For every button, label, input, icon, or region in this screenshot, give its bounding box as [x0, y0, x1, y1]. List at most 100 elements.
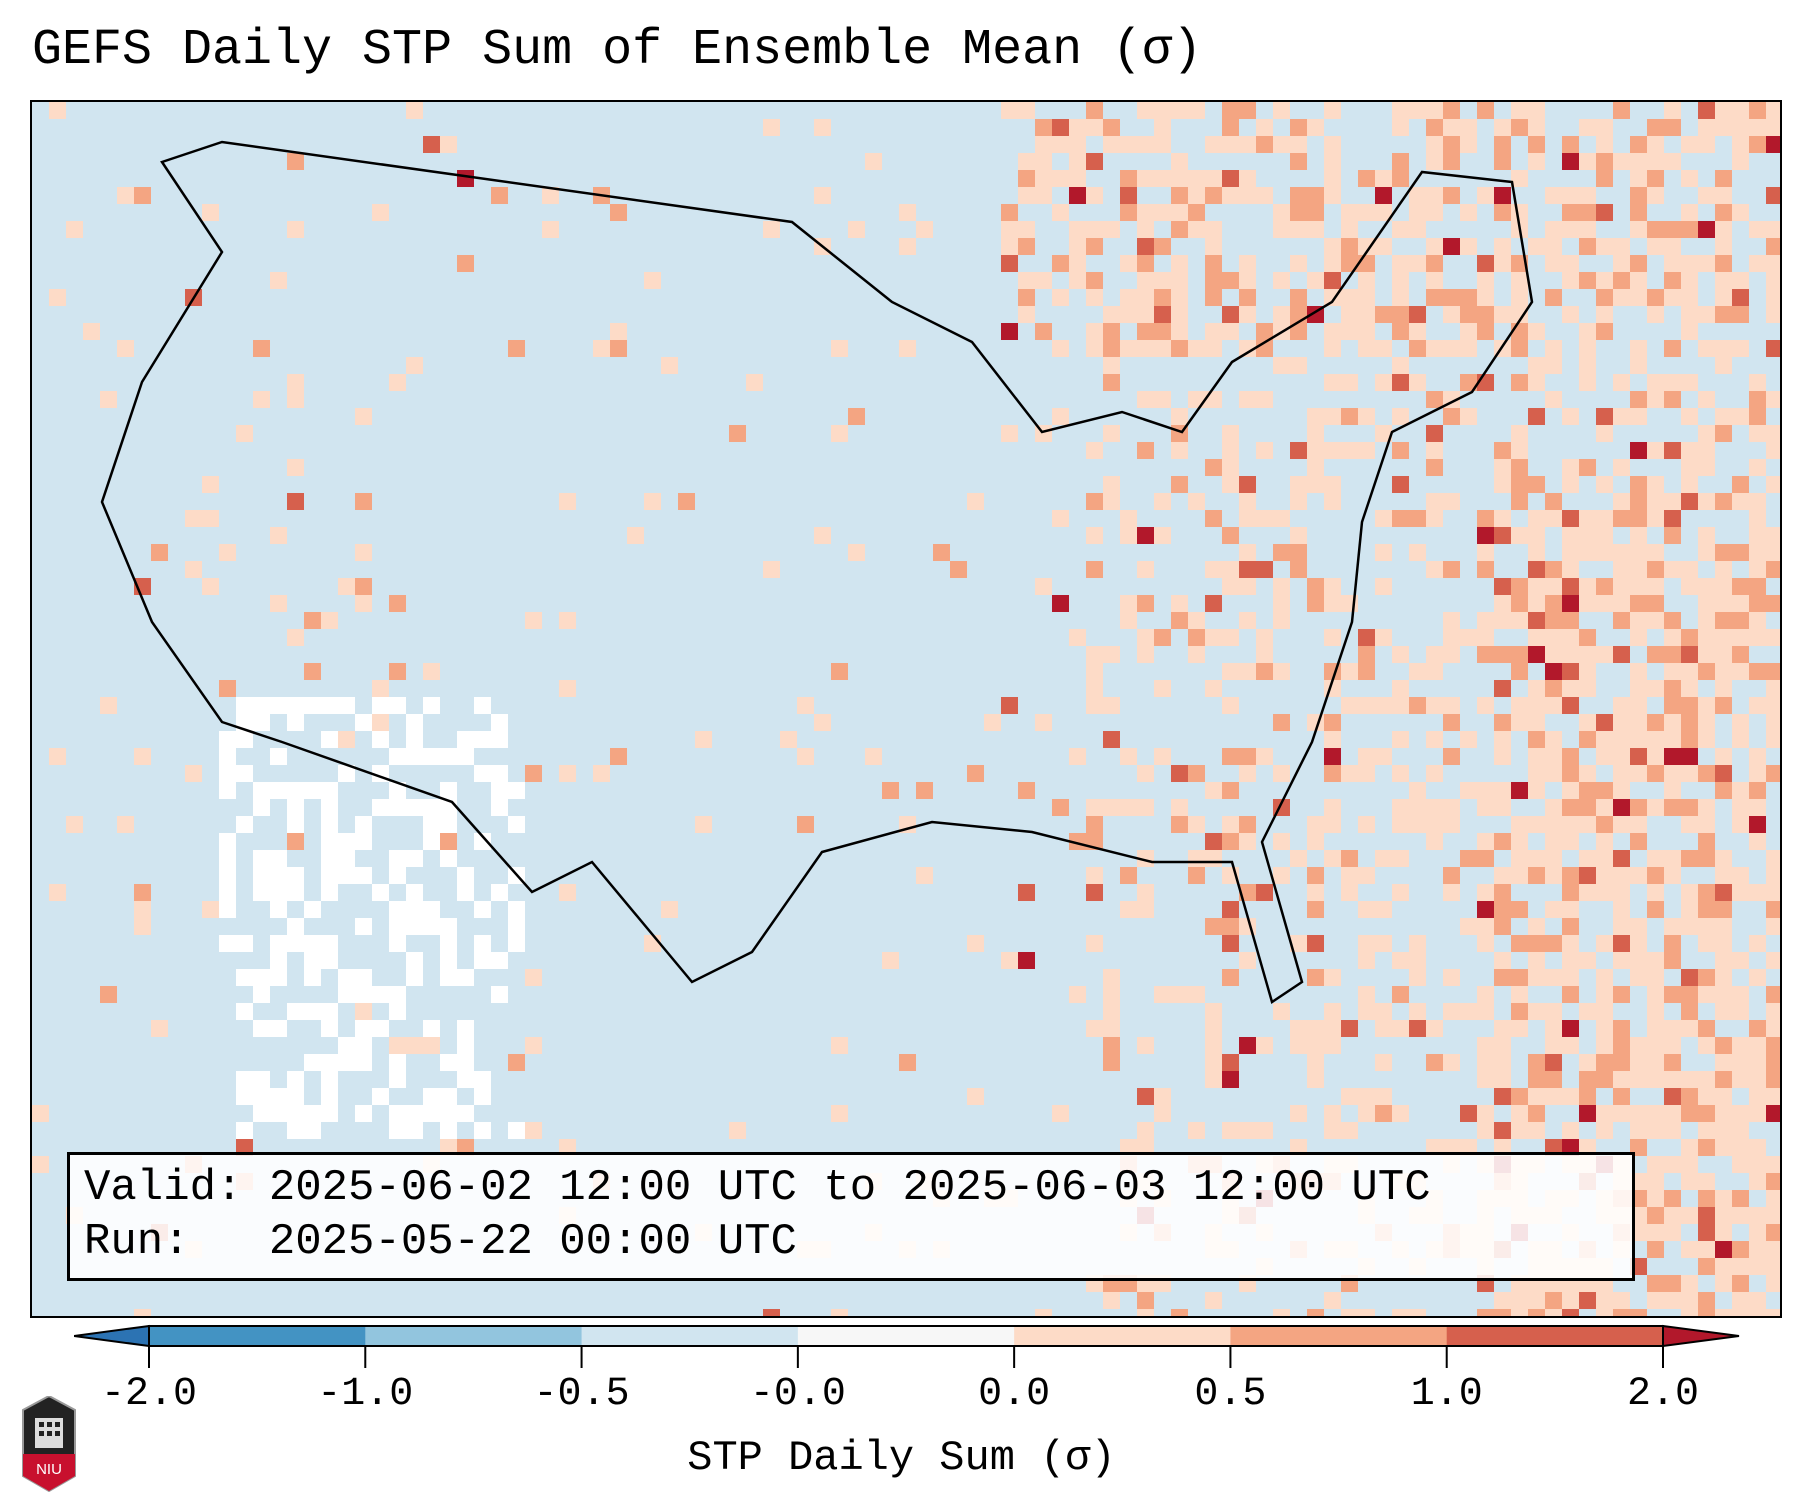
grid-cell: [1392, 119, 1409, 136]
grid-cell: [474, 935, 491, 952]
grid-cell: [49, 884, 66, 901]
grid-cell: [1511, 663, 1528, 680]
grid-cell: [1630, 935, 1647, 952]
grid-cell: [1749, 493, 1766, 510]
grid-cell: [1273, 102, 1290, 119]
grid-cell: [1681, 1071, 1698, 1088]
grid-cell: [1630, 153, 1647, 170]
grid-cell: [1698, 595, 1715, 612]
grid-cell: [1630, 1309, 1647, 1316]
grid-cell: [1307, 935, 1324, 952]
grid-cell: [1494, 1309, 1511, 1316]
grid-cell: [1273, 663, 1290, 680]
grid-cell: [236, 1003, 253, 1020]
grid-cell: [1460, 238, 1477, 255]
grid-cell: [1086, 799, 1103, 816]
grid-cell: [1664, 119, 1681, 136]
grid-cell: [1715, 1275, 1732, 1292]
grid-cell: [1511, 493, 1528, 510]
grid-cell: [1681, 493, 1698, 510]
grid-cell: [1205, 323, 1222, 340]
grid-cell: [1698, 1207, 1715, 1224]
grid-cell: [1460, 119, 1477, 136]
grid-cell: [253, 782, 270, 799]
grid-cell: [321, 850, 338, 867]
grid-cell: [1647, 1054, 1664, 1071]
grid-cell: [1613, 544, 1630, 561]
grid-cell: [1290, 357, 1307, 374]
grid-cell: [1103, 476, 1120, 493]
grid-cell: [1086, 187, 1103, 204]
grid-cell: [1103, 1020, 1120, 1037]
grid-cell: [1358, 952, 1375, 969]
grid-cell: [372, 697, 389, 714]
grid-cell: [1460, 629, 1477, 646]
grid-cell: [406, 1037, 423, 1054]
grid-cell: [1324, 187, 1341, 204]
grid-cell: [1630, 748, 1647, 765]
grid-cell: [1698, 765, 1715, 782]
grid-cell: [1460, 374, 1477, 391]
grid-cell: [1562, 595, 1579, 612]
grid-cell: [355, 1020, 372, 1037]
grid-cell: [1681, 204, 1698, 221]
grid-cell: [1358, 255, 1375, 272]
grid-cell: [1579, 1054, 1596, 1071]
grid-cell: [1171, 799, 1188, 816]
grid-cell: [1239, 1037, 1256, 1054]
grid-cell: [219, 867, 236, 884]
grid-cell: [1137, 272, 1154, 289]
grid-cell: [49, 102, 66, 119]
grid-cell: [1766, 714, 1780, 731]
grid-cell: [372, 799, 389, 816]
grid-cell: [1069, 833, 1086, 850]
grid-cell: [1409, 1309, 1426, 1316]
grid-cell: [491, 799, 508, 816]
grid-cell: [1562, 663, 1579, 680]
grid-cell: [1120, 306, 1137, 323]
grid-cell: [1664, 1037, 1681, 1054]
grid-cell: [1596, 425, 1613, 442]
grid-cell: [1307, 476, 1324, 493]
grid-cell: [1324, 136, 1341, 153]
grid-cell: [1749, 799, 1766, 816]
grid-cell: [1562, 918, 1579, 935]
grid-cell: [1307, 969, 1324, 986]
grid-cell: [1239, 102, 1256, 119]
grid-cell: [1715, 986, 1732, 1003]
grid-cell: [1137, 799, 1154, 816]
grid-cell: [1596, 799, 1613, 816]
grid-cell: [1766, 1156, 1780, 1173]
grid-cell: [1273, 357, 1290, 374]
grid-cell: [1137, 442, 1154, 459]
grid-cell: [1647, 1241, 1664, 1258]
grid-cell: [1222, 918, 1239, 935]
grid-cell: [1732, 289, 1749, 306]
grid-cell: [1766, 255, 1780, 272]
grid-cell: [287, 833, 304, 850]
grid-cell: [1341, 408, 1358, 425]
grid-cell: [406, 901, 423, 918]
grid-cell: [1715, 289, 1732, 306]
grid-cell: [236, 969, 253, 986]
grid-cell: [1715, 1105, 1732, 1122]
grid-cell: [1239, 833, 1256, 850]
grid-cell: [1647, 391, 1664, 408]
grid-cell: [1307, 816, 1324, 833]
grid-cell: [1630, 952, 1647, 969]
grid-cell: [355, 986, 372, 1003]
grid-cell: [1052, 170, 1069, 187]
grid-cell: [831, 340, 848, 357]
grid-cell: [1698, 306, 1715, 323]
grid-cell: [1528, 238, 1545, 255]
grid-cell: [1698, 1224, 1715, 1241]
grid-cell: [1511, 816, 1528, 833]
grid-cell: [1103, 306, 1120, 323]
grid-cell: [695, 816, 712, 833]
grid-cell: [1579, 1292, 1596, 1309]
grid-cell: [1766, 595, 1780, 612]
grid-cell: [1392, 102, 1409, 119]
grid-cell: [1732, 714, 1749, 731]
grid-cell: [1681, 1156, 1698, 1173]
grid-cell: [1443, 1139, 1460, 1156]
